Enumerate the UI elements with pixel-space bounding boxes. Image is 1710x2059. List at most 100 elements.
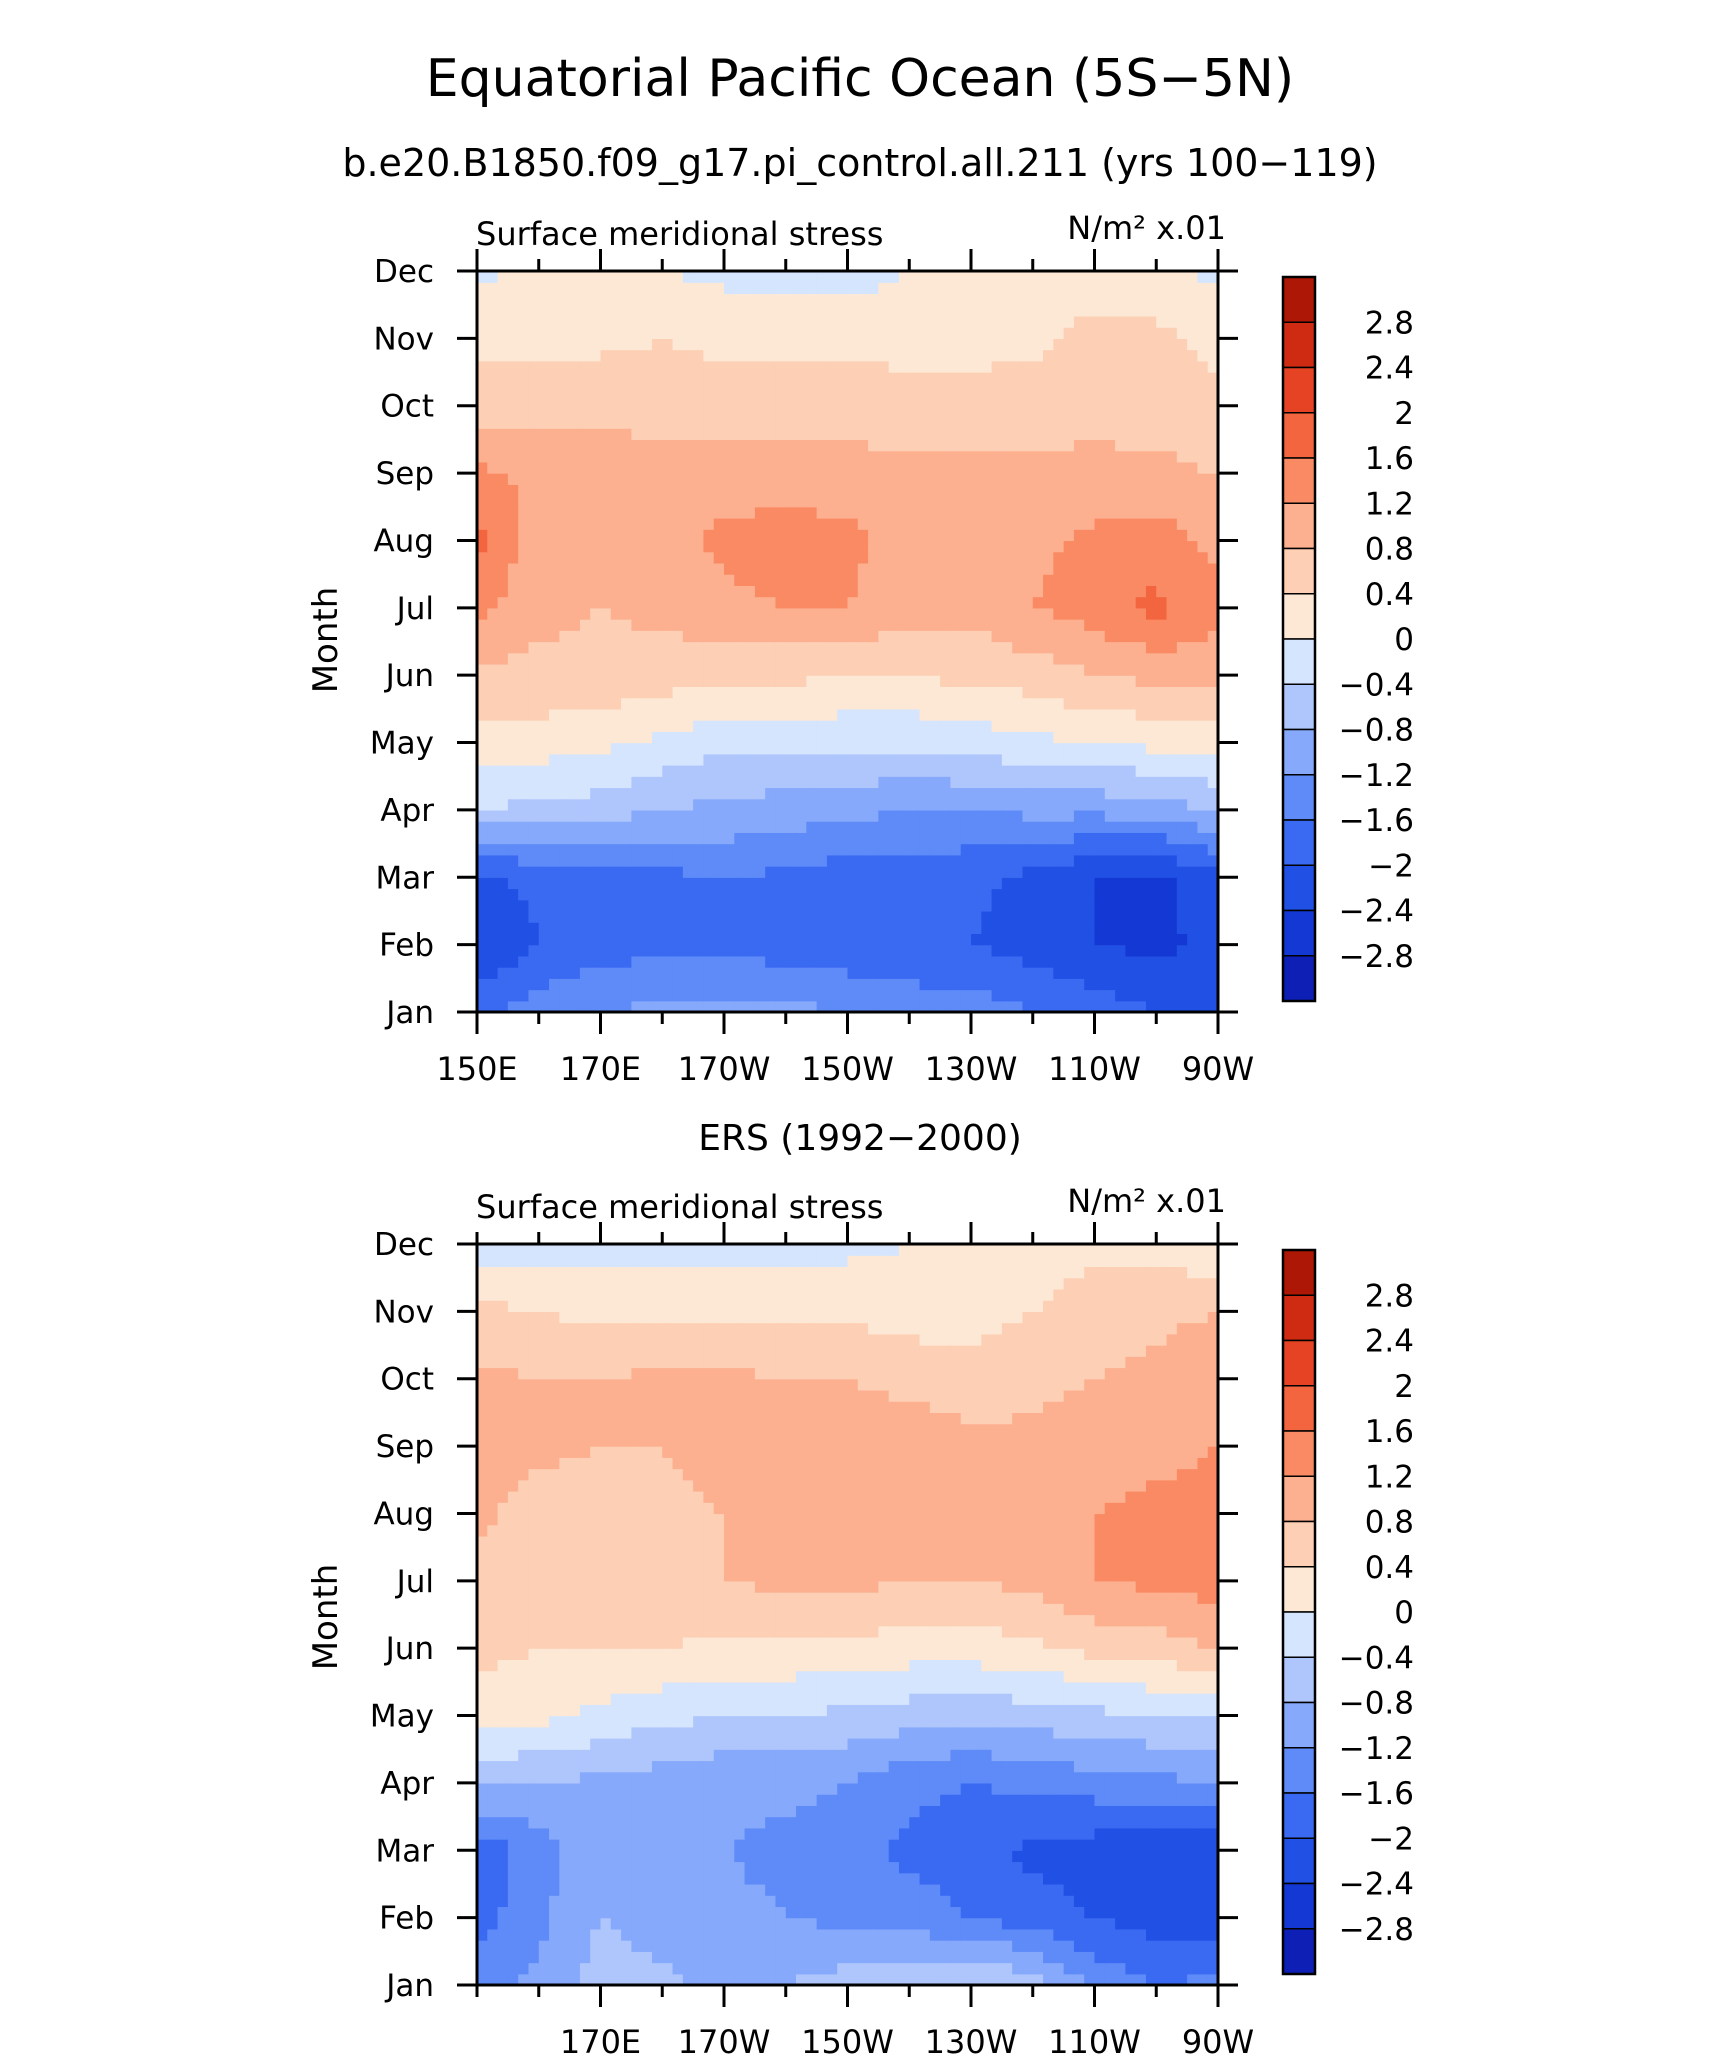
heatmap-cell	[1043, 821, 1054, 833]
colorbar-label: 1.2	[1365, 486, 1414, 522]
heatmap-cell	[971, 731, 982, 744]
heatmap-cell	[1166, 955, 1178, 968]
heatmap-cell	[1187, 843, 1199, 856]
heatmap-cell	[1043, 461, 1054, 474]
heatmap-cell	[549, 686, 560, 699]
heatmap-cell	[1176, 551, 1188, 564]
heatmap-cell	[497, 832, 509, 845]
heatmap-cell	[857, 899, 869, 912]
heatmap-cell	[600, 428, 612, 441]
heatmap-cell	[600, 529, 612, 542]
heatmap-cell	[1104, 405, 1116, 418]
heatmap-cell	[847, 821, 859, 833]
heatmap-cell	[651, 686, 663, 699]
heatmap-cell	[651, 832, 663, 845]
heatmap-cell	[662, 551, 674, 564]
heatmap-cell	[1125, 955, 1137, 968]
heatmap-cell	[837, 641, 849, 654]
heatmap-cell	[940, 776, 952, 789]
heatmap-cell	[1197, 731, 1209, 744]
heatmap-cell	[497, 450, 509, 463]
heatmap-cell	[960, 327, 972, 339]
colorbar-box	[1282, 864, 1316, 912]
heatmap-cell	[929, 753, 941, 766]
heatmap-cell	[1094, 652, 1106, 665]
heatmap-cell	[497, 439, 509, 452]
heatmap-cell	[703, 1000, 715, 1013]
colorbar-box	[1282, 276, 1316, 323]
heatmap-cell	[1043, 866, 1054, 878]
heatmap-cell	[754, 821, 766, 833]
heatmap-cell	[971, 765, 982, 777]
heatmap-cell	[631, 585, 643, 598]
heatmap-cell	[765, 821, 777, 833]
heatmap-cell	[929, 293, 941, 306]
heatmap-cell	[1135, 854, 1147, 867]
heatmap-cell	[518, 540, 530, 553]
heatmap-cell	[981, 753, 993, 766]
heatmap-cell	[1156, 798, 1168, 811]
heatmap-cell	[693, 899, 705, 912]
heatmap-cell	[1053, 866, 1065, 878]
heatmap-cell	[754, 652, 766, 665]
heatmap-cell	[518, 955, 530, 968]
heatmap-cell	[1032, 518, 1044, 530]
heatmap-cell	[713, 495, 725, 508]
heatmap-cell	[754, 686, 766, 699]
heatmap-cell	[1104, 461, 1116, 474]
heatmap-cell	[651, 349, 663, 362]
heatmap-cell	[651, 428, 663, 441]
heatmap-cell	[610, 596, 622, 609]
heatmap-cell	[837, 574, 849, 586]
heatmap-cell	[847, 450, 859, 463]
heatmap-cell	[641, 271, 653, 283]
heatmap-cell	[1032, 866, 1044, 878]
heatmap-cell	[981, 574, 993, 586]
heatmap-cell	[538, 787, 550, 800]
heatmap-cell	[693, 910, 705, 923]
heatmap-cell	[1053, 405, 1065, 418]
heatmap-cell	[960, 652, 972, 665]
heatmap-cell	[1156, 641, 1168, 654]
heatmap-cell	[1176, 910, 1188, 923]
heatmap-cell	[1166, 798, 1178, 811]
heatmap-cell	[662, 967, 674, 979]
heatmap-cell	[1207, 866, 1219, 878]
heatmap-cell	[909, 742, 921, 755]
heatmap-cell	[1073, 338, 1085, 351]
heatmap-cell	[538, 304, 550, 317]
heatmap-cell	[724, 843, 735, 856]
heatmap-cell	[600, 989, 612, 1002]
heatmap-cell	[559, 910, 571, 923]
heatmap-cell	[940, 338, 952, 351]
heatmap-cell	[579, 663, 591, 676]
heatmap-cell	[744, 1000, 756, 1013]
heatmap-cell	[559, 1000, 571, 1013]
heatmap-cell	[960, 619, 972, 631]
heatmap-cell	[919, 619, 931, 631]
heatmap-cell	[816, 821, 828, 833]
heatmap-cell	[847, 360, 859, 373]
heatmap-cell	[1084, 293, 1096, 306]
heatmap-cell	[538, 809, 550, 822]
heatmap-cell	[857, 1000, 869, 1013]
heatmap-cell	[909, 910, 921, 923]
heatmap-cell	[590, 518, 602, 530]
heatmap-cell	[528, 675, 540, 688]
heatmap-cell	[1166, 675, 1178, 688]
heatmap-cell	[775, 708, 787, 721]
heatmap-cell	[569, 708, 581, 721]
heatmap-cell	[569, 843, 581, 856]
heatmap-cell	[497, 551, 509, 564]
heatmap-cell	[1156, 686, 1168, 699]
heatmap-cell	[796, 652, 807, 665]
heatmap-cell	[1207, 574, 1219, 586]
heatmap-cell	[1001, 562, 1013, 575]
heatmap-cell	[682, 776, 694, 789]
heatmap-cell	[1207, 1973, 1219, 1986]
heatmap-cell	[734, 753, 746, 766]
heatmap-cell	[1053, 394, 1065, 407]
heatmap-cell	[538, 360, 550, 373]
heatmap-cell	[579, 910, 591, 923]
heatmap-cell	[703, 506, 715, 519]
